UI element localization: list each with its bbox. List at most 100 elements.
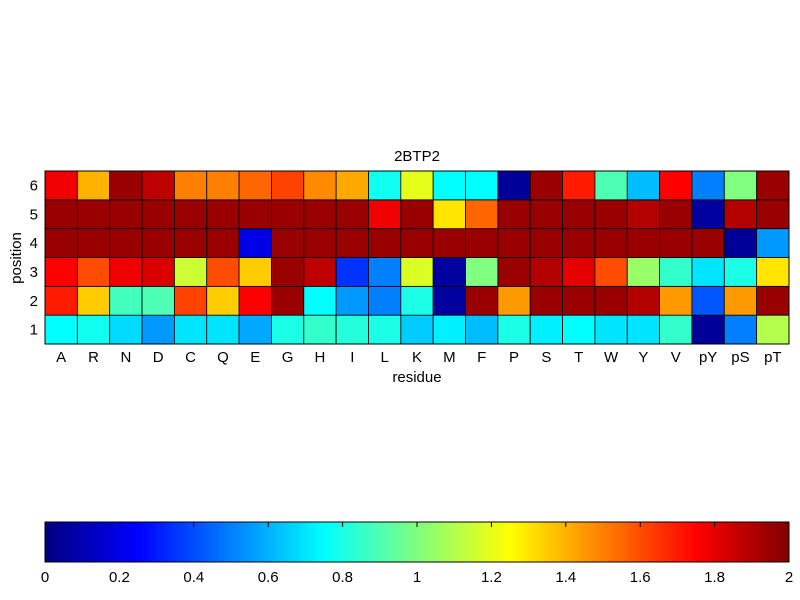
heatmap-cell-V-4 bbox=[659, 228, 693, 258]
x-tick-label: N bbox=[120, 349, 131, 366]
heatmap-cell-M-1 bbox=[432, 314, 466, 345]
heatmap-cell-pY-2 bbox=[691, 285, 725, 316]
heatmap-cell-E-5 bbox=[238, 199, 272, 230]
heatmap-cell-L-1 bbox=[368, 314, 402, 345]
x-tick-label: P bbox=[509, 349, 519, 366]
heatmap-cell-L-4 bbox=[368, 228, 402, 258]
heatmap-cell-D-3 bbox=[141, 257, 175, 287]
heatmap-cell-Y-2 bbox=[626, 285, 661, 316]
heatmap-cell-W-1 bbox=[594, 314, 628, 345]
heatmap-cell-M-5 bbox=[432, 199, 466, 230]
heatmap-cell-D-2 bbox=[141, 285, 175, 316]
x-tick-label: C bbox=[185, 349, 196, 366]
heatmap-cell-V-6 bbox=[659, 170, 693, 201]
x-tick-label: I bbox=[350, 349, 354, 366]
heatmap-cell-S-4 bbox=[529, 228, 563, 258]
heatmap-cell-M-6 bbox=[432, 170, 466, 201]
heatmap-cell-I-1 bbox=[335, 314, 369, 345]
heatmap-cell-R-4 bbox=[76, 228, 111, 258]
chart-title: 2BTP2 bbox=[394, 148, 440, 165]
heatmap-cell-pT-4 bbox=[756, 228, 790, 258]
heatmap-cell-pS-6 bbox=[723, 170, 758, 201]
x-tick-label: A bbox=[56, 349, 66, 366]
colorbar-tick-label: 0.2 bbox=[109, 569, 130, 586]
heatmap-cell-P-3 bbox=[497, 257, 531, 287]
heatmap-cell-G-1 bbox=[271, 314, 305, 345]
heatmap-cell-G-3 bbox=[271, 257, 305, 287]
x-tick-label: pS bbox=[731, 349, 749, 366]
x-tick-label: Q bbox=[217, 349, 229, 366]
heatmap-cell-H-3 bbox=[303, 257, 337, 287]
heatmap-cell-G-6 bbox=[271, 170, 305, 201]
heatmap-cell-N-2 bbox=[109, 285, 143, 316]
heatmap-cell-I-5 bbox=[335, 199, 369, 230]
heatmap-cell-H-2 bbox=[303, 285, 337, 316]
heatmap-cell-N-3 bbox=[109, 257, 143, 287]
colorbar-tick-label: 2 bbox=[785, 569, 793, 586]
heatmap-cell-P-1 bbox=[497, 314, 531, 345]
heatmap-cell-L-6 bbox=[368, 170, 402, 201]
heatmap-cell-pY-6 bbox=[691, 170, 725, 201]
heatmap-cell-I-2 bbox=[335, 285, 369, 316]
x-axis-label: residue bbox=[392, 369, 441, 386]
heatmap-cell-A-1 bbox=[44, 314, 78, 345]
heatmap-cell-W-4 bbox=[594, 228, 628, 258]
heatmap-cell-F-3 bbox=[465, 257, 499, 287]
heatmap-cell-C-4 bbox=[173, 228, 208, 258]
heatmap-cell-Y-6 bbox=[626, 170, 661, 201]
colorbar-tick-label: 1.2 bbox=[481, 569, 502, 586]
heatmap-cell-R-3 bbox=[76, 257, 111, 287]
heatmap-cell-C-1 bbox=[173, 314, 208, 345]
heatmap-cell-pS-2 bbox=[723, 285, 758, 316]
heatmap-cell-P-6 bbox=[497, 170, 531, 201]
heatmap-cell-pY-4 bbox=[691, 228, 725, 258]
colorbar-tick-label: 1 bbox=[413, 569, 421, 586]
heatmap-cell-pT-2 bbox=[756, 285, 790, 316]
heatmap-cell-I-4 bbox=[335, 228, 369, 258]
heatmap-cell-E-1 bbox=[238, 314, 272, 345]
heatmap-cell-D-1 bbox=[141, 314, 175, 345]
x-tick-label: S bbox=[541, 349, 551, 366]
heatmap-cell-pY-3 bbox=[691, 257, 725, 287]
heatmap-cell-Y-4 bbox=[626, 228, 661, 258]
heatmap-cell-E-4 bbox=[238, 228, 272, 258]
heatmap-cell-Q-3 bbox=[206, 257, 240, 287]
heatmap-cell-F-5 bbox=[465, 199, 499, 230]
x-tick-label: pT bbox=[764, 349, 782, 366]
heatmap-cell-T-3 bbox=[562, 257, 596, 287]
heatmap-cell-D-4 bbox=[141, 228, 175, 258]
heatmap-cell-T-2 bbox=[562, 285, 596, 316]
x-tick-label: K bbox=[412, 349, 422, 366]
heatmap-cell-C-3 bbox=[173, 257, 208, 287]
heatmap-cell-E-2 bbox=[238, 285, 272, 316]
heatmap-cells bbox=[44, 170, 790, 345]
heatmap-cell-Q-5 bbox=[206, 199, 240, 230]
heatmap-cell-M-2 bbox=[432, 285, 466, 316]
heatmap-cell-M-4 bbox=[432, 228, 466, 258]
heatmap-cell-A-4 bbox=[44, 228, 78, 258]
heatmap-cell-R-5 bbox=[76, 199, 111, 230]
x-tick-label: Y bbox=[638, 349, 648, 366]
heatmap-cell-W-3 bbox=[594, 257, 628, 287]
heatmap-cell-C-6 bbox=[173, 170, 208, 201]
colorbar-tick-label: 0.6 bbox=[258, 569, 279, 586]
heatmap-cell-pY-1 bbox=[691, 314, 725, 345]
x-tick-label: D bbox=[153, 349, 164, 366]
heatmap-cell-S-3 bbox=[529, 257, 563, 287]
heatmap-cell-Y-5 bbox=[626, 199, 661, 230]
heatmap-cell-K-4 bbox=[400, 228, 434, 258]
x-tick-label: R bbox=[88, 349, 99, 366]
heatmap-cell-G-4 bbox=[271, 228, 305, 258]
heatmap-cell-S-6 bbox=[529, 170, 563, 201]
heatmap-cell-pT-3 bbox=[756, 257, 790, 287]
heatmap-cell-N-4 bbox=[109, 228, 143, 258]
heatmap-cell-pT-6 bbox=[756, 170, 790, 201]
heatmap-cell-pT-1 bbox=[756, 314, 790, 345]
y-tick-label: 1 bbox=[30, 322, 38, 339]
heatmap-cell-pT-5 bbox=[756, 199, 790, 230]
colorbar-tick-label: 0.4 bbox=[183, 569, 204, 586]
heatmap-cell-K-2 bbox=[400, 285, 434, 316]
x-tick-label: E bbox=[250, 349, 260, 366]
